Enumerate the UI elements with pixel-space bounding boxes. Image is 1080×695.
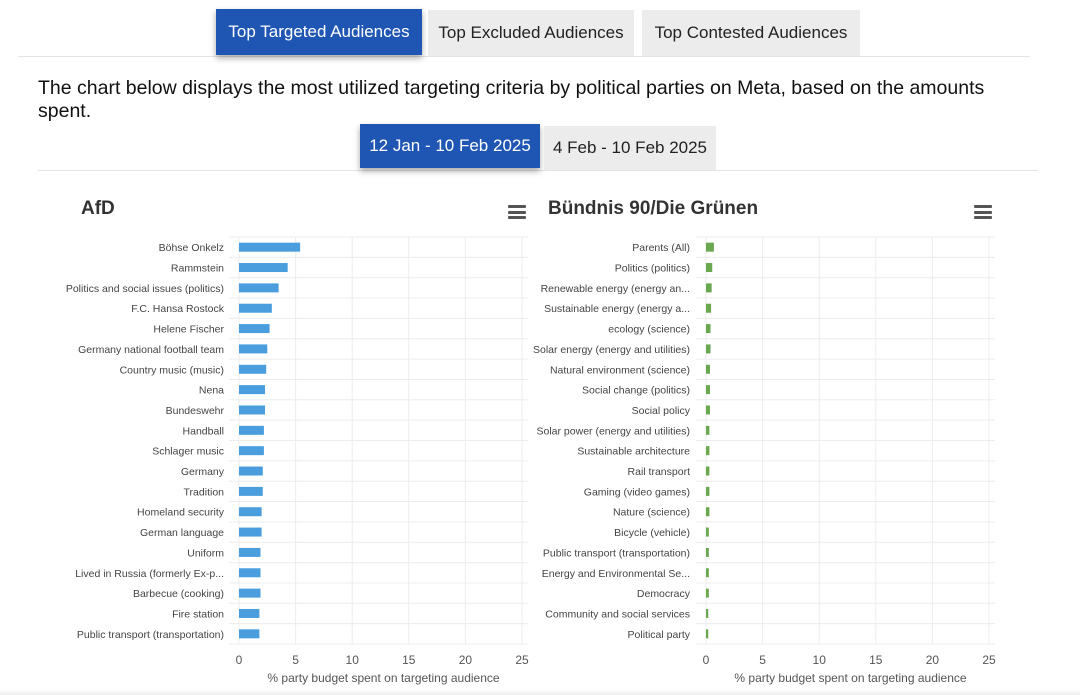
y-category-label: Bundeswehr (166, 405, 225, 417)
y-category-label: Fire station (172, 608, 224, 620)
bar (239, 547, 261, 557)
bar (239, 405, 266, 415)
x-tick-label: 15 (402, 653, 416, 667)
y-category-label: Böhse Onkelz (159, 242, 224, 254)
y-category-label: F.C. Hansa Rostock (131, 303, 225, 315)
bar (239, 507, 262, 517)
bar (239, 242, 301, 252)
bar (239, 283, 279, 293)
date-range-12-jan-10-feb[interactable]: 12 Jan - 10 Feb 2025 (360, 124, 540, 168)
x-axis-label: % party budget spent on targeting audien… (267, 671, 499, 685)
bar (239, 425, 264, 435)
y-category-label: Germany (181, 466, 225, 478)
bar (239, 629, 260, 639)
chart-description: The chart below displays the most utiliz… (38, 77, 985, 122)
chart-title-gruene: Bündnis 90/Die Grünen (548, 198, 759, 219)
x-tick-label: 25 (515, 653, 529, 667)
y-category-label: Germany national football team (78, 344, 224, 356)
y-category-label: Barbecue (cooking) (133, 588, 224, 600)
bar (239, 466, 263, 476)
bar (239, 344, 268, 354)
x-tick-label: 5 (292, 653, 299, 667)
y-category-label: Homeland security (137, 507, 225, 519)
bar (239, 527, 262, 537)
bottom-edge (0, 689, 1080, 695)
bar (239, 364, 267, 374)
x-tick-label: 20 (459, 653, 473, 667)
date-range-4-feb-10-feb[interactable]: 4 Feb - 10 Feb 2025 (544, 126, 716, 170)
bar (239, 324, 270, 334)
bar (239, 385, 266, 395)
tab-top-contested-audiences[interactable]: Top Contested Audiences (642, 10, 860, 56)
y-category-label: Tradition (184, 486, 225, 498)
hamburger-menu-icon[interactable] (508, 205, 526, 219)
tab-top-excluded-audiences[interactable]: Top Excluded Audiences (428, 10, 634, 56)
x-tick-label: 0 (236, 653, 243, 667)
date-range-selector: 12 Jan - 10 Feb 2025 4 Feb - 10 Feb 2025 (38, 120, 1038, 171)
y-category-label: Rammstein (171, 263, 224, 275)
tab-top-targeted-audiences[interactable]: Top Targeted Audiences (216, 9, 422, 55)
bar (239, 263, 288, 273)
y-category-label: Handball (183, 425, 224, 437)
bar (239, 568, 261, 578)
bar (239, 486, 263, 496)
x-tick-label: 10 (346, 653, 360, 667)
y-category-label: German language (140, 527, 224, 539)
chart-title-afd: AfD (81, 198, 115, 219)
y-category-label: Helene Fischer (153, 324, 224, 336)
y-category-label: Nena (199, 385, 224, 397)
bar (239, 303, 272, 313)
y-category-label: Uniform (187, 547, 224, 559)
y-category-label: Lived in Russia (formerly Ex-p... (75, 568, 224, 580)
bar (239, 608, 260, 618)
bar (239, 588, 261, 598)
hamburger-menu-icon[interactable] (974, 205, 992, 219)
bar (239, 446, 264, 456)
y-category-label: Public transport (transportation) (77, 629, 224, 641)
y-category-label: Country music (music) (120, 364, 224, 376)
y-category-label: Politics and social issues (politics) (66, 283, 224, 295)
y-category-label: Schlager music (152, 446, 224, 458)
audience-tabs: Top Targeted Audiences Top Excluded Audi… (18, 0, 1030, 57)
